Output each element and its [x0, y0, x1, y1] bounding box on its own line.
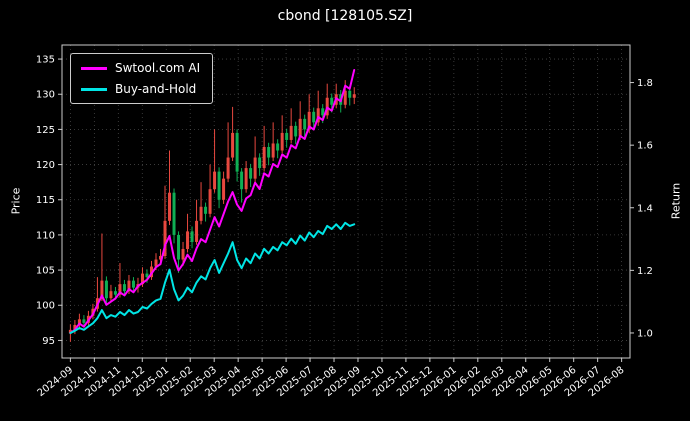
return-lines: [69, 69, 356, 334]
svg-text:115: 115: [36, 195, 55, 206]
chart-legend: Swtool.com AI Buy-and-Hold: [70, 53, 214, 104]
chart-title: cbond [128105.SZ]: [277, 8, 413, 24]
svg-text:1.8: 1.8: [637, 78, 653, 89]
legend-item-buy-and-hold: Buy-and-Hold: [81, 82, 200, 96]
svg-text:125: 125: [36, 125, 55, 136]
svg-text:1.6: 1.6: [637, 141, 653, 152]
svg-text:1.0: 1.0: [637, 328, 653, 339]
ai-line-swatch-icon: [81, 66, 107, 70]
plot-border: [61, 44, 631, 359]
candlestick-series: [68, 80, 356, 342]
svg-text:100: 100: [36, 301, 55, 312]
svg-text:1.2: 1.2: [637, 266, 653, 277]
buy-and-hold-line-swatch-icon: [81, 87, 107, 91]
legend-label-ai: Swtool.com AI: [115, 61, 201, 75]
svg-text:120: 120: [36, 160, 55, 171]
svg-text:110: 110: [36, 230, 55, 241]
axis-ticks-and-labels: 95 100 105 110 115 120 125 130 135 1.0 1.2 1.4 1.6 1.…: [36, 55, 653, 400]
legend-label-buy-and-hold: Buy-and-Hold: [115, 82, 197, 96]
grid-lines: [62, 45, 630, 358]
svg-text:105: 105: [36, 266, 55, 277]
legend-item-ai: Swtool.com AI: [81, 61, 200, 75]
svg-text:1.4: 1.4: [637, 203, 653, 214]
svg-text:135: 135: [36, 55, 55, 66]
svg-text:95: 95: [42, 336, 55, 347]
svg-text:130: 130: [36, 90, 55, 101]
